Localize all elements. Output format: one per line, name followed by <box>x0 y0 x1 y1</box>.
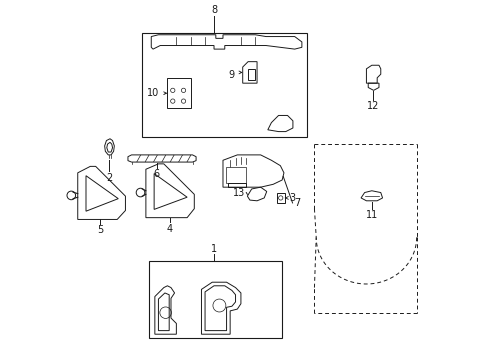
Text: 10: 10 <box>146 88 159 98</box>
Text: 6: 6 <box>153 169 160 179</box>
Text: 13: 13 <box>232 188 244 198</box>
Text: 5: 5 <box>97 225 103 235</box>
Text: 3: 3 <box>289 193 295 203</box>
Text: 2: 2 <box>105 173 112 183</box>
Text: 1: 1 <box>210 243 217 253</box>
Bar <box>276 193 284 203</box>
Bar <box>142 33 306 137</box>
Text: 12: 12 <box>366 101 378 111</box>
Bar <box>225 167 245 183</box>
Bar <box>167 78 190 108</box>
Text: 8: 8 <box>210 5 217 15</box>
Bar <box>149 261 282 338</box>
Text: 4: 4 <box>166 224 173 234</box>
Text: 7: 7 <box>293 198 300 208</box>
Text: 9: 9 <box>228 70 234 80</box>
Text: 11: 11 <box>365 211 377 220</box>
